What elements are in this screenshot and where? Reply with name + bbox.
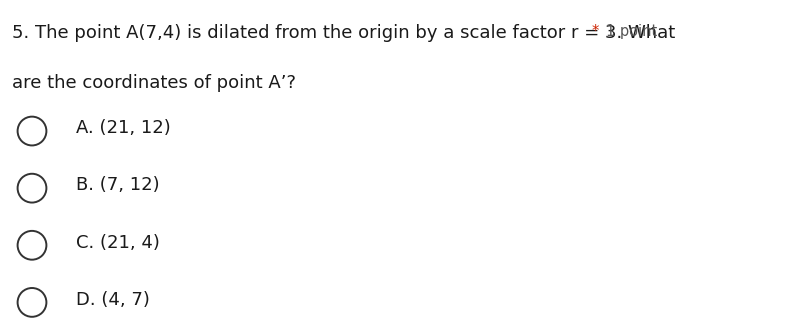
Text: C. (21, 4): C. (21, 4)	[76, 234, 160, 252]
Text: 5. The point A(7,4) is dilated from the origin by a scale factor r = 3. What: 5. The point A(7,4) is dilated from the …	[12, 24, 675, 42]
Text: D. (4, 7): D. (4, 7)	[76, 291, 150, 309]
Text: 1 point: 1 point	[606, 24, 658, 39]
Text: *: *	[592, 24, 599, 39]
Text: B. (7, 12): B. (7, 12)	[76, 176, 160, 195]
Text: are the coordinates of point A’?: are the coordinates of point A’?	[12, 74, 296, 92]
Text: A. (21, 12): A. (21, 12)	[76, 119, 170, 137]
